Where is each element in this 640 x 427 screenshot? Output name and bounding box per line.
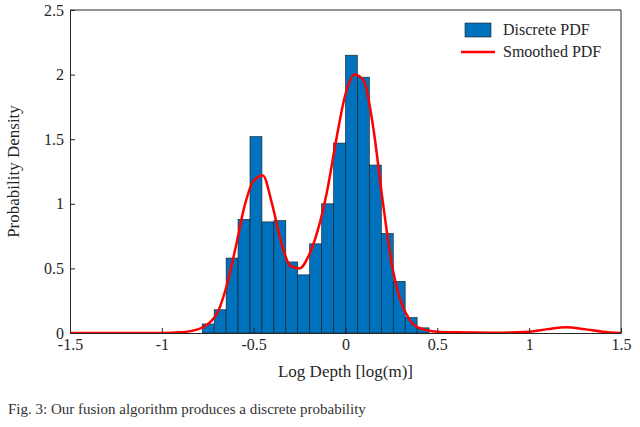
- y-tick: 1.5: [44, 131, 75, 148]
- legend-label: Discrete PDF: [503, 21, 590, 38]
- histogram-bar: [310, 244, 322, 333]
- histogram-bar: [322, 204, 334, 333]
- y-tick-label: 2.5: [44, 2, 64, 19]
- histogram-bar: [262, 222, 274, 333]
- y-tick-label: 1.5: [44, 131, 64, 148]
- x-axis-line: [71, 333, 622, 334]
- legend: Discrete PDF Smoothed PDF: [453, 16, 613, 64]
- legend-swatch: [465, 23, 491, 37]
- legend-item: Discrete PDF: [465, 21, 590, 38]
- y-tick: 0.5: [44, 260, 75, 277]
- histogram-bar: [334, 143, 346, 333]
- y-tick-label: 1: [56, 195, 64, 212]
- legend-label: Smoothed PDF: [503, 43, 601, 60]
- x-tick-mark: [529, 328, 530, 333]
- histogram-bar: [298, 275, 310, 333]
- y-tick: 1: [56, 195, 75, 212]
- x-tick-mark: [162, 328, 163, 333]
- x-tick: 1.5: [612, 328, 632, 353]
- x-axis: -1.5-1-0.500.511.5: [58, 328, 632, 353]
- frame-top: [70, 10, 621, 11]
- y-tick-mark: [70, 139, 75, 140]
- histogram-bar: [286, 262, 298, 333]
- histogram-bar: [381, 234, 393, 333]
- x-tick: 0.5: [428, 328, 448, 353]
- histogram-bar: [346, 55, 358, 333]
- histogram-bar: [238, 219, 250, 333]
- y-tick-mark: [70, 204, 75, 205]
- y-tick-mark: [70, 268, 75, 269]
- legend-box: [453, 16, 613, 64]
- x-tick-label: 1.5: [612, 336, 632, 353]
- y-tick-mark: [70, 333, 75, 334]
- x-tick-mark: [254, 328, 255, 333]
- x-axis-title: Log Depth [log(m)]: [278, 362, 413, 381]
- x-tick: -0.5: [242, 328, 267, 353]
- smoothed-line: [70, 75, 621, 333]
- x-tick-label: -1: [156, 336, 169, 353]
- y-tick-label: 0: [56, 325, 64, 342]
- y-tick: 0: [56, 325, 75, 342]
- legend-swatch: [461, 51, 495, 54]
- y-tick-mark: [70, 10, 75, 11]
- legend-item: Smoothed PDF: [461, 43, 601, 60]
- y-axis-line: [70, 11, 71, 334]
- x-tick-mark: [621, 328, 622, 333]
- y-tick-mark: [70, 75, 75, 76]
- caption: Fig. 3: Our fusion algorithm produces a …: [8, 401, 366, 417]
- histogram-bar: [226, 258, 238, 333]
- x-tick: 1: [526, 328, 534, 353]
- histogram-bar: [250, 137, 262, 333]
- x-tick-label: 0: [342, 336, 350, 353]
- y-axis: 0 0.5 1 1.5 2 2.5: [44, 2, 75, 342]
- x-tick-mark: [437, 328, 438, 333]
- x-tick-label: -0.5: [242, 336, 267, 353]
- x-tick-label: 0.5: [428, 336, 448, 353]
- histogram-bar: [357, 77, 369, 333]
- x-tick: -1: [156, 328, 169, 353]
- y-tick: 2.5: [44, 2, 75, 19]
- histogram-bar: [369, 165, 381, 333]
- y-tick-label: 2: [56, 66, 64, 83]
- y-tick: 2: [56, 66, 75, 83]
- x-tick-label: 1: [526, 336, 534, 353]
- frame: [70, 10, 621, 333]
- y-tick-label: 0.5: [44, 260, 64, 277]
- plot-area: [70, 55, 621, 333]
- x-tick: 0: [342, 328, 350, 353]
- frame-right: [621, 10, 622, 333]
- y-axis-title: Probability Density: [4, 105, 23, 238]
- x-tick-mark: [346, 328, 347, 333]
- chart: -1.5-1-0.500.511.500.511.522.5Log Depth …: [0, 0, 640, 427]
